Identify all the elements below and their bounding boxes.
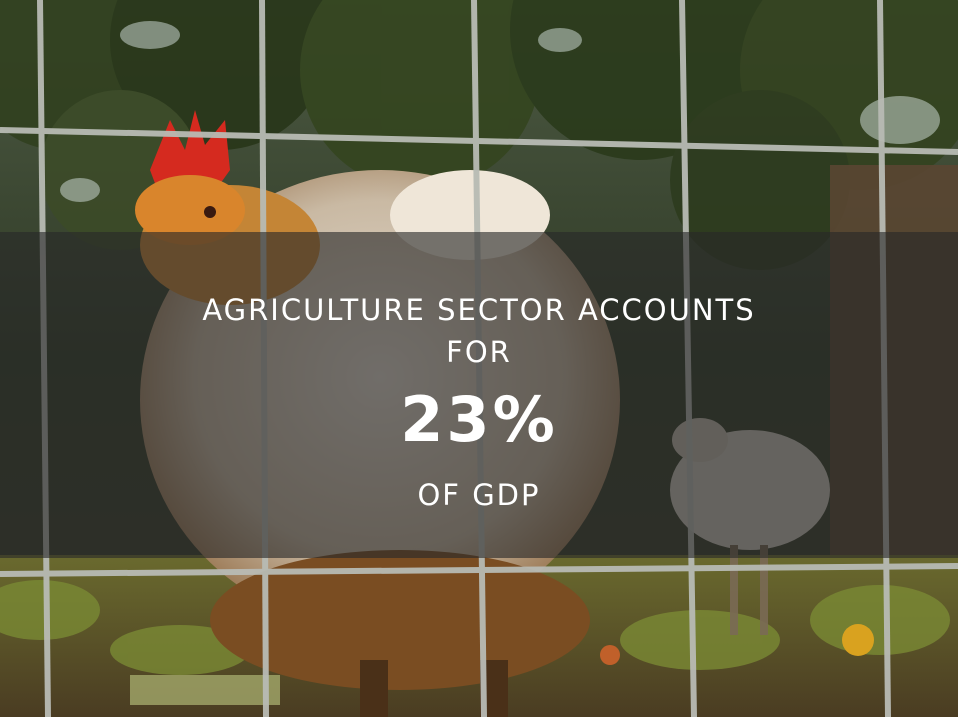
- dark-text-band: [0, 232, 958, 558]
- sky-patches: [60, 21, 940, 202]
- gdp-percentage: 23%: [400, 383, 558, 456]
- headline-line-3: OF GDP: [417, 478, 541, 512]
- headline-line-2: FOR: [446, 335, 512, 369]
- statistic-caption: AGRICULTURE SECTOR ACCOUNTS FOR 23% OF G…: [0, 232, 958, 558]
- headline-line-1: AGRICULTURE SECTOR ACCOUNTS: [202, 293, 756, 327]
